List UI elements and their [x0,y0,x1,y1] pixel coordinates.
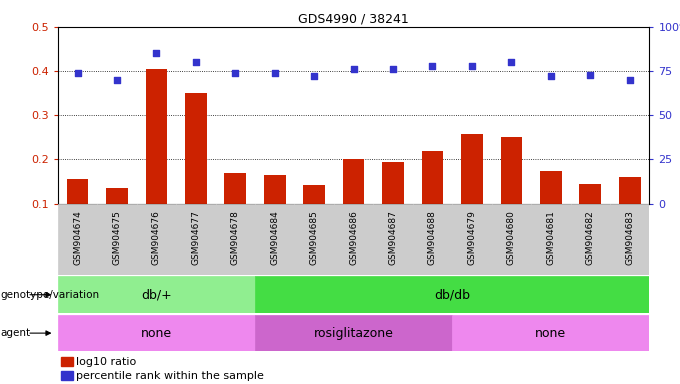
Text: GSM904679: GSM904679 [467,211,477,265]
Text: GSM904677: GSM904677 [191,211,201,265]
Bar [294,204,334,275]
Point [190,59,201,65]
Point [427,63,438,69]
Text: GSM904683: GSM904683 [625,211,634,265]
Point [309,73,320,79]
Text: GSM904680: GSM904680 [507,211,516,265]
Bar [67,179,88,204]
Text: percentile rank within the sample: percentile rank within the sample [76,371,264,381]
Bar [216,204,255,275]
Bar [146,69,167,204]
Bar [58,204,97,275]
Point [348,66,359,72]
Bar [58,315,255,351]
Text: db/db: db/db [435,288,470,301]
Text: GSM904676: GSM904676 [152,211,161,265]
Point [269,70,280,76]
Point [585,71,596,78]
Bar [334,204,373,275]
Bar [106,188,128,204]
Bar [373,204,413,275]
Text: none: none [141,327,172,339]
Title: GDS4990 / 38241: GDS4990 / 38241 [299,13,409,26]
Bar [255,276,649,313]
Bar [185,93,207,204]
Bar [452,315,649,351]
Text: db/+: db/+ [141,288,172,301]
Text: agent: agent [1,328,31,338]
Text: GSM904678: GSM904678 [231,211,240,265]
Point [466,63,477,69]
Bar [382,162,404,204]
Bar [264,175,286,204]
Point [151,50,162,56]
Bar [303,185,325,204]
Point [545,73,556,79]
Bar [540,171,562,204]
Bar [571,204,610,275]
Text: GSM904674: GSM904674 [73,211,82,265]
Point [72,70,83,76]
Text: GSM904687: GSM904687 [388,211,398,265]
Bar [461,134,483,204]
Text: rosiglitazone: rosiglitazone [313,327,394,339]
Bar [58,276,255,313]
Point [388,66,398,72]
Bar [610,204,649,275]
Point [112,77,122,83]
Bar [224,174,246,204]
Bar [137,204,176,275]
Bar [422,151,443,204]
Text: GSM904688: GSM904688 [428,211,437,265]
Text: log10 ratio: log10 ratio [76,357,137,367]
Point [230,70,241,76]
Text: GSM904685: GSM904685 [309,211,319,265]
Text: GSM904681: GSM904681 [546,211,556,265]
Bar [97,204,137,275]
Bar [343,159,364,204]
Bar [492,204,531,275]
Bar [531,204,571,275]
Text: none: none [535,327,566,339]
Text: GSM904675: GSM904675 [112,211,122,265]
Bar [579,184,601,204]
Bar [176,204,216,275]
Bar [452,204,492,275]
Text: GSM904682: GSM904682 [585,211,595,265]
Point [506,59,517,65]
Bar [255,315,452,351]
Bar [500,137,522,204]
Bar [619,177,641,204]
Bar [413,204,452,275]
Text: genotype/variation: genotype/variation [1,290,100,300]
Bar [255,204,294,275]
Point [624,77,635,83]
Text: GSM904684: GSM904684 [270,211,279,265]
Text: GSM904686: GSM904686 [349,211,358,265]
